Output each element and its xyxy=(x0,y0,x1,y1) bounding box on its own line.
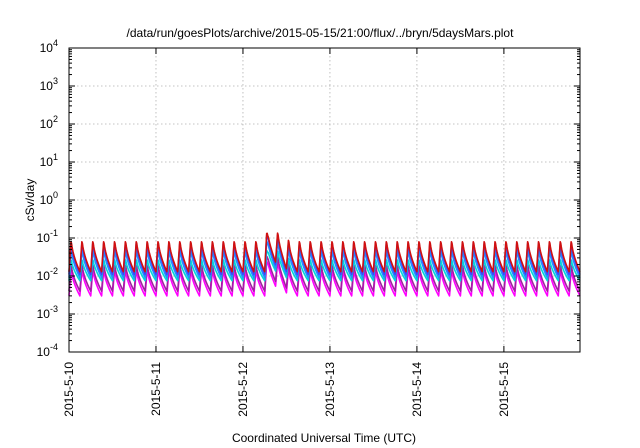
x-tick-label: 2015-5-11 xyxy=(149,362,163,416)
y-tick-label: 101 xyxy=(40,152,58,169)
series-line xyxy=(68,232,581,273)
x-tick-label: 2015-5-15 xyxy=(497,362,511,417)
x-axis-label: Coordinated Universal Time (UTC) xyxy=(232,431,416,445)
grid xyxy=(69,47,580,353)
chart-title: /data/run/goesPlots/archive/2015-05-15/2… xyxy=(127,26,515,40)
y-tick-label: 10-2 xyxy=(37,266,58,283)
y-tick-label: 104 xyxy=(40,38,58,55)
x-axis: 2015-5-10 2015-5-11 2015-5-12 2015-5-13 2015… xyxy=(62,48,511,417)
x-tick-label: 2015-5-12 xyxy=(236,362,250,417)
y-tick-label: 102 xyxy=(40,114,58,131)
y-axis: 10-4 10-3 10-2 10-1 100 101 102 103 104 xyxy=(37,38,580,359)
series-layer xyxy=(68,232,581,297)
y-tick-label: 10-1 xyxy=(37,228,58,245)
x-tick-label: 2015-5-10 xyxy=(62,362,76,417)
y-tick-label: 103 xyxy=(40,76,58,93)
x-tick-label: 2015-5-13 xyxy=(323,362,337,417)
y-tick-label: 10-4 xyxy=(37,342,58,359)
y-tick-label: 100 xyxy=(40,190,58,207)
y-axis-label: cSv/day xyxy=(23,179,37,222)
x-tick-label: 2015-5-14 xyxy=(410,362,424,417)
y-tick-label: 10-3 xyxy=(37,304,58,321)
